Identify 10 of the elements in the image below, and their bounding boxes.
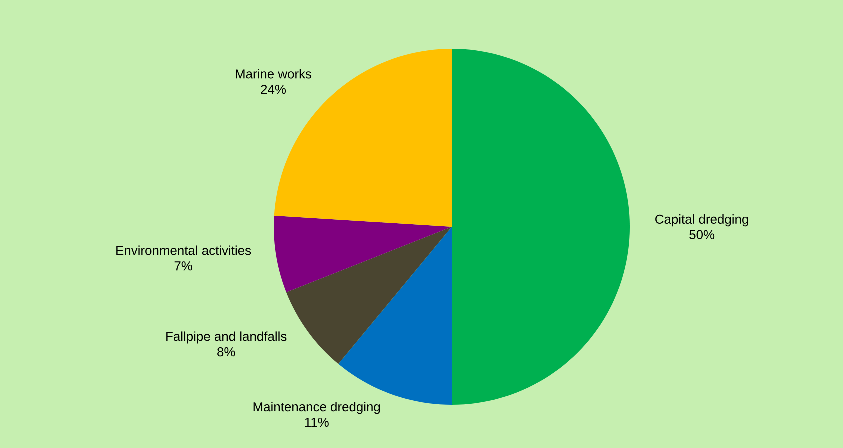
data-label: 8% — [218, 347, 236, 357]
slice-label: Environmental activities — [116, 246, 252, 256]
data-label: 7% — [174, 262, 192, 271]
slice-label: Maintenance dredging — [254, 402, 380, 414]
data-label: 11% — [305, 418, 329, 428]
slice-label: Marine works — [236, 69, 312, 79]
slice-label: Capital dredging — [656, 214, 748, 227]
slice-label: Fallpipe and landfalls — [166, 332, 287, 344]
data-label: 24% — [261, 84, 286, 94]
data-label: 50% — [690, 230, 715, 240]
